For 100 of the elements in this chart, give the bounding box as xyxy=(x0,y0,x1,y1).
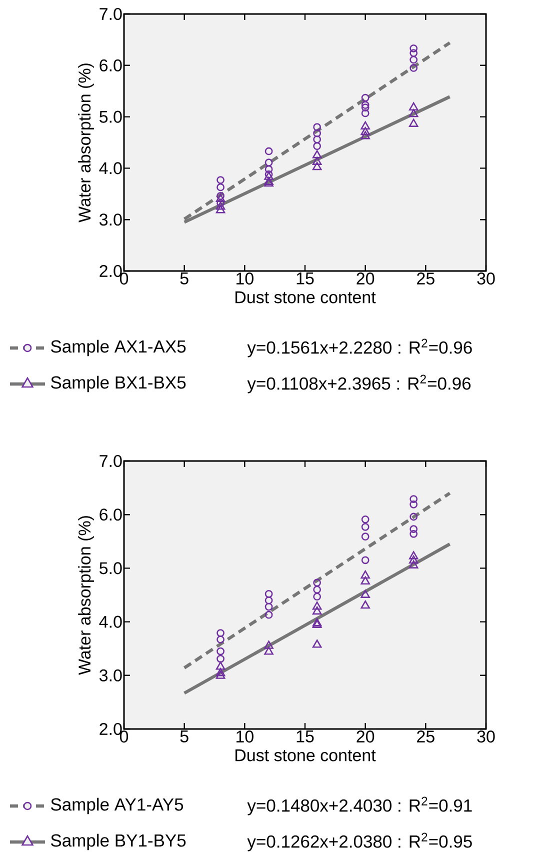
point xyxy=(216,654,224,663)
point xyxy=(410,56,418,64)
point xyxy=(264,646,274,655)
x-tick-label: 20 xyxy=(356,272,374,285)
y-tick-label: 3.0 xyxy=(99,214,122,226)
point xyxy=(360,570,370,579)
y-tick-label: 5.0 xyxy=(100,110,122,123)
point xyxy=(312,156,322,165)
x-tick-label: 15 xyxy=(296,730,314,742)
point xyxy=(361,104,370,112)
point xyxy=(313,142,322,150)
point xyxy=(410,49,418,58)
point xyxy=(313,129,322,138)
y-tick-label: 4.0 xyxy=(99,162,122,174)
point xyxy=(410,500,418,508)
point xyxy=(312,606,322,615)
point xyxy=(410,495,418,504)
point xyxy=(408,551,418,560)
y-tick-label: 3.0 xyxy=(99,669,122,682)
point xyxy=(360,126,370,136)
point xyxy=(216,670,226,679)
point xyxy=(361,532,370,541)
text: y=0.1480x+2.4030 : R$^{2}$=0.91 xyxy=(247,796,472,816)
point xyxy=(408,102,418,110)
legend-label: Sample BY1-BY5 xyxy=(51,834,186,850)
text: y=0.1561x+2.2280 : R$^{2}$=0.96 xyxy=(247,338,472,358)
point xyxy=(216,176,224,184)
point xyxy=(264,590,273,598)
point xyxy=(408,108,418,118)
point xyxy=(216,205,226,214)
x-tick-label: 25 xyxy=(417,730,434,743)
point xyxy=(410,512,418,521)
point xyxy=(360,576,370,585)
point xyxy=(312,602,322,610)
point xyxy=(264,610,273,619)
text: y=0.1108x+2.3965 : R$^{2}$=0.96 xyxy=(247,374,471,394)
point xyxy=(360,600,370,609)
point xyxy=(216,668,226,676)
point xyxy=(216,201,226,210)
point xyxy=(216,199,224,208)
text: y=0.1262x+2.0380 : R$^{2}$=0.95 xyxy=(247,832,472,852)
x-axis-title: Dust stone content xyxy=(236,749,376,762)
point xyxy=(313,586,322,594)
y-tick-label: 7.0 xyxy=(100,454,122,468)
point xyxy=(361,556,370,564)
point xyxy=(410,530,418,538)
point xyxy=(408,560,418,568)
point xyxy=(264,596,273,604)
point xyxy=(360,121,370,130)
y-tick-label: 7.0 xyxy=(100,8,122,20)
point xyxy=(216,629,224,638)
y-tick-label: 6.0 xyxy=(100,59,122,72)
point xyxy=(216,662,226,670)
point xyxy=(216,183,224,192)
point xyxy=(360,131,370,140)
x-tick-label: 15 xyxy=(296,272,314,284)
y-axis-title: Water absorption (%) xyxy=(78,516,94,675)
point xyxy=(312,162,322,170)
x-axis-title: Dust stone content xyxy=(236,291,376,304)
point xyxy=(361,94,370,102)
point xyxy=(264,147,273,156)
point xyxy=(408,555,418,564)
x-tick-label: 25 xyxy=(417,272,434,285)
x-tick-label: 0 xyxy=(120,272,128,285)
y-tick-label: 6.0 xyxy=(100,508,122,521)
y-tick-label: 2.0 xyxy=(100,722,122,736)
point xyxy=(264,165,273,174)
point xyxy=(313,592,322,601)
point xyxy=(361,101,370,109)
point xyxy=(360,590,370,598)
y-axis-title: Water absorption (%) xyxy=(78,64,94,222)
x-tick-label: 20 xyxy=(356,730,374,743)
legend-label: Sample AY1-AY5 xyxy=(51,798,184,814)
point xyxy=(408,118,418,127)
point xyxy=(312,640,322,648)
x-tick-label: 30 xyxy=(477,730,495,743)
point xyxy=(361,522,370,531)
point xyxy=(410,64,418,72)
point xyxy=(361,515,370,524)
point xyxy=(410,525,418,534)
point xyxy=(216,194,226,202)
y-tick-label: 2.0 xyxy=(100,264,122,278)
point xyxy=(312,150,322,158)
legend-label: Sample AX1-AX5 xyxy=(51,340,186,356)
x-tick-label: 0 xyxy=(120,730,128,743)
point xyxy=(410,44,418,52)
x-tick-label: 30 xyxy=(477,272,495,285)
point xyxy=(264,640,274,649)
point xyxy=(264,602,273,611)
x-tick-label: 10 xyxy=(236,272,254,285)
point xyxy=(313,578,322,587)
point xyxy=(264,158,273,166)
legend-label: Sample BX1-BX5 xyxy=(51,376,186,392)
y-tick-label: 5.0 xyxy=(100,562,122,574)
point xyxy=(313,135,322,144)
x-tick-label: 5 xyxy=(180,730,188,742)
point xyxy=(216,647,224,656)
point xyxy=(313,123,322,132)
point xyxy=(361,109,370,118)
point xyxy=(216,636,224,644)
